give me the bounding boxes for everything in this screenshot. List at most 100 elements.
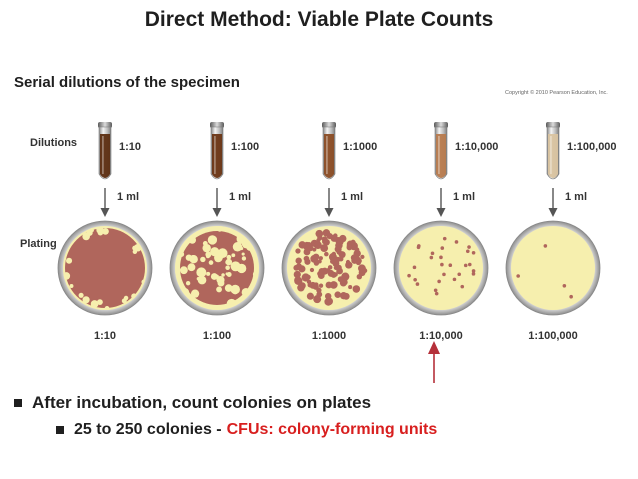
lawn-gap: [178, 251, 185, 257]
colony: [333, 233, 338, 238]
lawn-gap: [226, 254, 232, 260]
colony: [309, 281, 317, 289]
lawn-gap: [210, 273, 218, 280]
colony: [407, 273, 411, 278]
transfer-arrow-head: [548, 208, 558, 217]
lawn-gap: [225, 258, 233, 266]
lawn-gap: [187, 263, 196, 272]
colony: [439, 255, 443, 260]
slide-title: Direct Method: Viable Plate Counts: [144, 8, 494, 31]
colony: [454, 240, 459, 244]
tube-highlight: [326, 136, 328, 174]
bullet-list: After incubation, count colonies on plat…: [14, 393, 437, 439]
colony: [333, 265, 339, 271]
colony: [293, 270, 301, 279]
tube-rim: [434, 122, 448, 128]
colony: [324, 292, 332, 300]
colony: [338, 256, 344, 262]
colony: [330, 271, 337, 278]
colony: [327, 265, 333, 270]
lawn-gap: [63, 272, 71, 280]
colony-lawn: [175, 226, 259, 309]
lawn-gap: [82, 232, 90, 241]
colony: [309, 267, 315, 273]
tube-dilution-label: 1:10: [119, 141, 141, 153]
plate-dilution-label: 1:100: [203, 330, 231, 342]
colony: [316, 287, 322, 293]
bullet-2-text: 25 to 250 colonies -: [74, 421, 222, 438]
tube-dilution-label: 1:10,000: [455, 141, 498, 153]
transfer-arrow-head: [212, 208, 222, 217]
slide-subtitle: Serial dilutions of the specimen: [14, 74, 240, 91]
lawn-gap: [217, 248, 228, 259]
bullet-1: After incubation, count colonies on plat…: [14, 393, 437, 413]
colony: [324, 297, 333, 306]
colony: [562, 283, 567, 288]
plate-dilution-label: 1:10: [94, 330, 116, 342]
colony: [463, 263, 468, 268]
colony: [297, 284, 305, 292]
colony: [295, 248, 301, 254]
lawn-gap: [196, 267, 207, 278]
colony: [467, 245, 471, 249]
lawn-gap: [175, 270, 180, 275]
tube-rim: [210, 122, 224, 128]
colony: [315, 229, 324, 238]
bullet-1-text: After incubation, count colonies on plat…: [32, 393, 372, 412]
dilution-column: 1:10 1 ml 1:10: [57, 122, 153, 342]
lawn-gap: [226, 272, 232, 277]
colony: [318, 256, 323, 261]
colony: [448, 263, 453, 268]
colony: [543, 244, 548, 248]
cfu-highlight: CFUs: colony-forming units: [226, 421, 438, 438]
lawn-gap: [224, 284, 233, 292]
colony: [415, 282, 420, 286]
colony: [336, 237, 344, 244]
colony: [294, 276, 301, 284]
lawn-gap: [252, 270, 259, 279]
lawn-gap: [132, 245, 138, 251]
colony: [516, 274, 520, 278]
colony: [296, 263, 302, 269]
lawn-gap: [208, 260, 214, 265]
tube-highlight: [214, 136, 216, 174]
colony: [318, 267, 326, 275]
lawn-gap: [241, 256, 247, 261]
colony: [320, 244, 329, 252]
colony: [440, 246, 445, 250]
lawn-gap: [190, 289, 200, 298]
tube-highlight: [550, 136, 552, 174]
lawn-gap: [90, 300, 99, 308]
lawn-gap: [196, 277, 201, 281]
colony: [416, 245, 421, 250]
tube-dilution-label: 1:1000: [343, 141, 377, 153]
tube-liquid: [548, 134, 558, 178]
tube-dilution-label: 1:100,000: [567, 141, 617, 153]
lawn-fill: [65, 228, 145, 308]
tube-liquid: [436, 134, 446, 178]
lawn-gap: [226, 298, 237, 309]
colony: [354, 247, 360, 253]
lawn-gap: [97, 299, 103, 305]
colony: [307, 245, 314, 252]
colony: [440, 262, 444, 267]
lawn-gap: [69, 284, 74, 289]
colony: [471, 250, 476, 255]
tube-rim: [322, 122, 336, 128]
colony: [345, 261, 353, 269]
dilution-column: 1:100 1 ml 1:100: [169, 122, 265, 342]
colony: [324, 251, 329, 257]
transfer-volume-label: 1 ml: [341, 191, 363, 203]
colony: [312, 253, 320, 261]
colony: [429, 255, 434, 260]
lawn-gap: [216, 286, 222, 293]
colony: [316, 291, 323, 298]
colony: [334, 291, 342, 298]
lawn-gap: [230, 261, 241, 272]
colony: [346, 243, 352, 249]
transfer-volume-label: 1 ml: [117, 191, 139, 203]
lawn-gap: [82, 296, 90, 304]
tube-liquid: [212, 134, 222, 178]
